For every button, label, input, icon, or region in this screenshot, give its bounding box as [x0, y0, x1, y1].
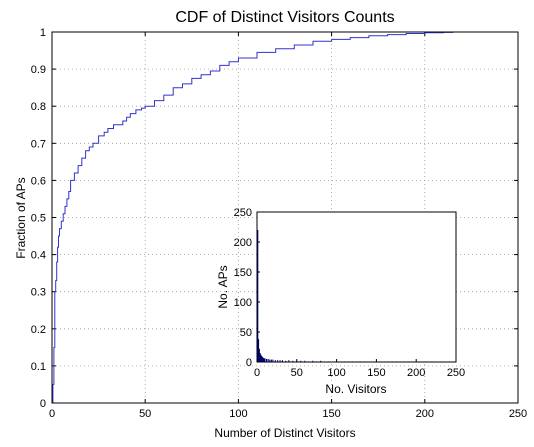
histogram-bar	[312, 360, 314, 362]
histogram-bar	[259, 353, 261, 362]
inset-histogram: 0 50 100 150 200 250 0 50 100 150 200 250 No. Visit…	[216, 207, 465, 396]
histogram-bar	[277, 360, 279, 362]
axis-ticks: 0 50 100 150 200 25000.10.20.30.40.50.60.70.8…	[31, 27, 527, 420]
histogram-bar	[267, 359, 269, 362]
y-axis-label: Fraction of APs	[14, 177, 28, 258]
y-tick-label: 1	[40, 27, 46, 39]
x-tick-label: 0	[49, 408, 55, 420]
histogram-bar	[279, 360, 281, 362]
inset-y-tick-label: 250	[234, 207, 252, 219]
inset-y-tick-label: 150	[234, 267, 252, 279]
histogram-bar	[270, 359, 272, 362]
histogram-bar	[328, 361, 330, 362]
x-axis-label: Number of Distinct Visitors	[214, 426, 355, 440]
y-tick-label: 0.7	[31, 138, 46, 150]
histogram-bar	[264, 358, 266, 362]
y-tick-label: 0.1	[31, 361, 46, 373]
histogram-bar	[407, 361, 409, 362]
inset-x-axis-label: No. Visitors	[325, 382, 386, 396]
inset-plot-area	[256, 211, 457, 363]
inset-y-tick-label: 0	[246, 357, 252, 369]
histogram-bar	[269, 359, 271, 362]
histogram-bar	[359, 361, 361, 362]
inset-x-tick-label: 150	[367, 367, 385, 379]
chart-title: CDF of Distinct Visitors Counts	[175, 9, 394, 26]
histogram-bar	[344, 361, 346, 362]
histogram-bar	[423, 361, 425, 362]
x-tick-label: 250	[509, 408, 527, 420]
x-tick-label: 100	[229, 408, 247, 420]
inset-x-tick-label: 100	[327, 367, 345, 379]
cdf-series	[52, 31, 454, 404]
x-tick-label: 50	[139, 408, 151, 420]
inset-x-tick-label: 50	[291, 367, 303, 379]
histogram-bar	[352, 361, 354, 362]
inset-x-tick-label: 0	[254, 367, 260, 379]
inset-y-axis-label: No. APs	[216, 265, 230, 308]
histogram-bar	[391, 361, 393, 362]
inset-x-tick-label: 200	[407, 367, 425, 379]
histogram-bar	[274, 360, 276, 362]
inset-axis-ticks: 0 50 100 150 200 250 0 50 100 150 200 250	[234, 207, 466, 379]
histogram-bar	[272, 359, 274, 362]
histogram-bar	[258, 339, 260, 362]
histogram-bar	[257, 230, 259, 362]
y-tick-label: 0.3	[31, 287, 46, 299]
histogram-bar	[262, 357, 264, 362]
x-tick-label: 150	[322, 408, 340, 420]
histogram-bar	[258, 348, 260, 362]
y-tick-label: 0.6	[31, 175, 46, 187]
histogram-bar	[261, 356, 263, 362]
histogram-bar	[263, 358, 265, 362]
y-tick-label: 0	[40, 398, 46, 410]
histogram-bar	[288, 360, 290, 362]
inset-x-tick-label: 250	[447, 367, 465, 379]
histogram-bar	[304, 360, 306, 362]
histogram-bar	[316, 361, 318, 362]
y-tick-label: 0.8	[31, 101, 46, 113]
histogram-bar	[260, 354, 262, 362]
cdf-line	[52, 31, 454, 404]
inset-y-tick-label: 200	[234, 237, 252, 249]
y-tick-label: 0.5	[31, 213, 46, 225]
y-tick-label: 0.2	[31, 324, 46, 336]
inset-y-tick-label: 50	[240, 327, 252, 339]
histogram-bar	[266, 359, 268, 362]
y-tick-label: 0.4	[31, 250, 46, 262]
inset-y-tick-label: 100	[234, 297, 252, 309]
histogram-bar	[292, 360, 294, 362]
histogram-bar	[281, 360, 283, 362]
histogram-bar	[285, 360, 287, 362]
histogram-bar	[308, 361, 310, 362]
histogram-bar	[320, 360, 322, 362]
y-tick-label: 0.9	[31, 64, 46, 76]
plot-area	[51, 31, 519, 404]
x-tick-label: 200	[416, 408, 434, 420]
histogram-bar	[262, 357, 264, 362]
histogram-bar	[300, 360, 302, 362]
